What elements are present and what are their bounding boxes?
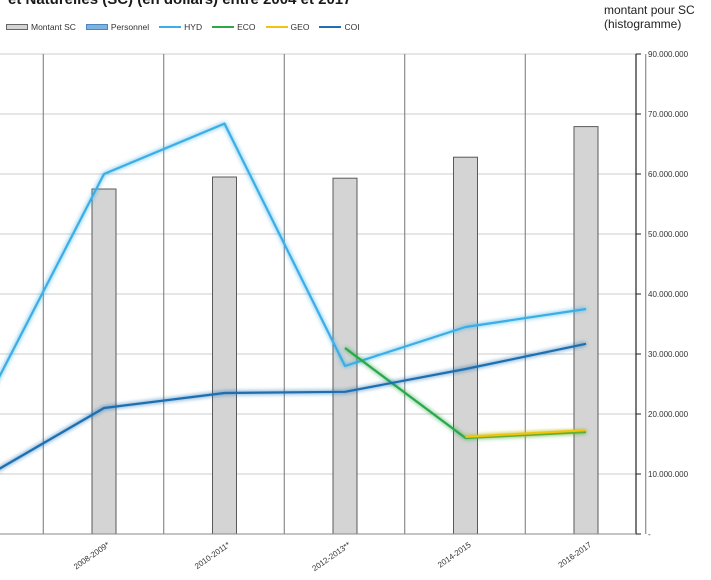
y-tick-label-4: 40.000.000: [648, 290, 689, 299]
y-tick-label-8: -: [648, 530, 651, 539]
y-tick-label-6: 20.000.000: [648, 410, 689, 419]
x-tick-label-2008-2009: 2008-2009*: [72, 540, 111, 571]
legend-swatch-hyd: [159, 26, 182, 28]
legend-entry-eco: ECO: [212, 22, 256, 32]
bar-2014-2015: [453, 156, 478, 535]
series-line-coi: [0, 342, 587, 470]
legend-entry-coi: COI: [319, 22, 360, 32]
legend-entry-geo: GEO: [265, 22, 310, 32]
bar-2016-2017: [573, 126, 599, 535]
x-tick-label-2014-2015: 2014-2015: [436, 540, 473, 570]
y-tick-label-5: 30.000.000: [648, 350, 689, 359]
series-line-hyd: [0, 122, 587, 378]
legend-entry-montant-sc: Montant SC: [6, 22, 76, 32]
right-axis-title-line-1: montant pour SC: [604, 3, 695, 17]
legend-label-eco: ECO: [237, 22, 256, 32]
series-line-eco: [344, 347, 587, 440]
legend: Montant SC Personnel HYD ECO GEO COI: [6, 20, 370, 34]
legend-swatch-eco: [212, 26, 235, 28]
y-tick-label-3: 50.000.000: [648, 230, 689, 239]
bar-2010-2011: [212, 176, 237, 535]
legend-label-geo: GEO: [290, 22, 310, 32]
legend-swatch-montant-sc: [6, 24, 28, 30]
x-tick-label-2016-2017: 2016-2017: [557, 540, 594, 570]
legend-label-coi: COI: [344, 22, 360, 32]
legend-label-hyd: HYD: [184, 22, 203, 32]
legend-swatch-coi: [319, 26, 342, 28]
bar-2008-2009: [91, 188, 117, 535]
right-axis-title-line-2: (histogramme): [604, 17, 682, 31]
y-tick-label-7: 10.000.000: [648, 470, 689, 479]
bar-2012-2013: [332, 177, 358, 535]
legend-swatch-personnel: [85, 24, 108, 30]
right-axis-title: montant pour SC (histogramme): [604, 3, 709, 31]
y-tick-label-1: 70.000.000: [648, 110, 689, 119]
series-line-geo: [465, 429, 587, 438]
y-tick-label-0: 90.000.000: [648, 50, 689, 59]
legend-entry-hyd: HYD: [159, 22, 202, 32]
legend-label-montant-sc: Montant SC: [31, 22, 76, 32]
legend-entry-personnel: Personnel: [85, 22, 150, 32]
legend-label-personnel: Personnel: [110, 22, 150, 32]
x-tick-label-2012-2013: 2012-2013**: [311, 540, 353, 573]
chart-title: et Naturelles (SC) (en dollars) entre 20…: [8, 0, 351, 8]
x-tick-label-2010-2011: 2010-2011*: [193, 540, 232, 571]
legend-swatch-geo: [265, 26, 288, 28]
y-tick-label-2: 60.000.000: [648, 170, 689, 179]
